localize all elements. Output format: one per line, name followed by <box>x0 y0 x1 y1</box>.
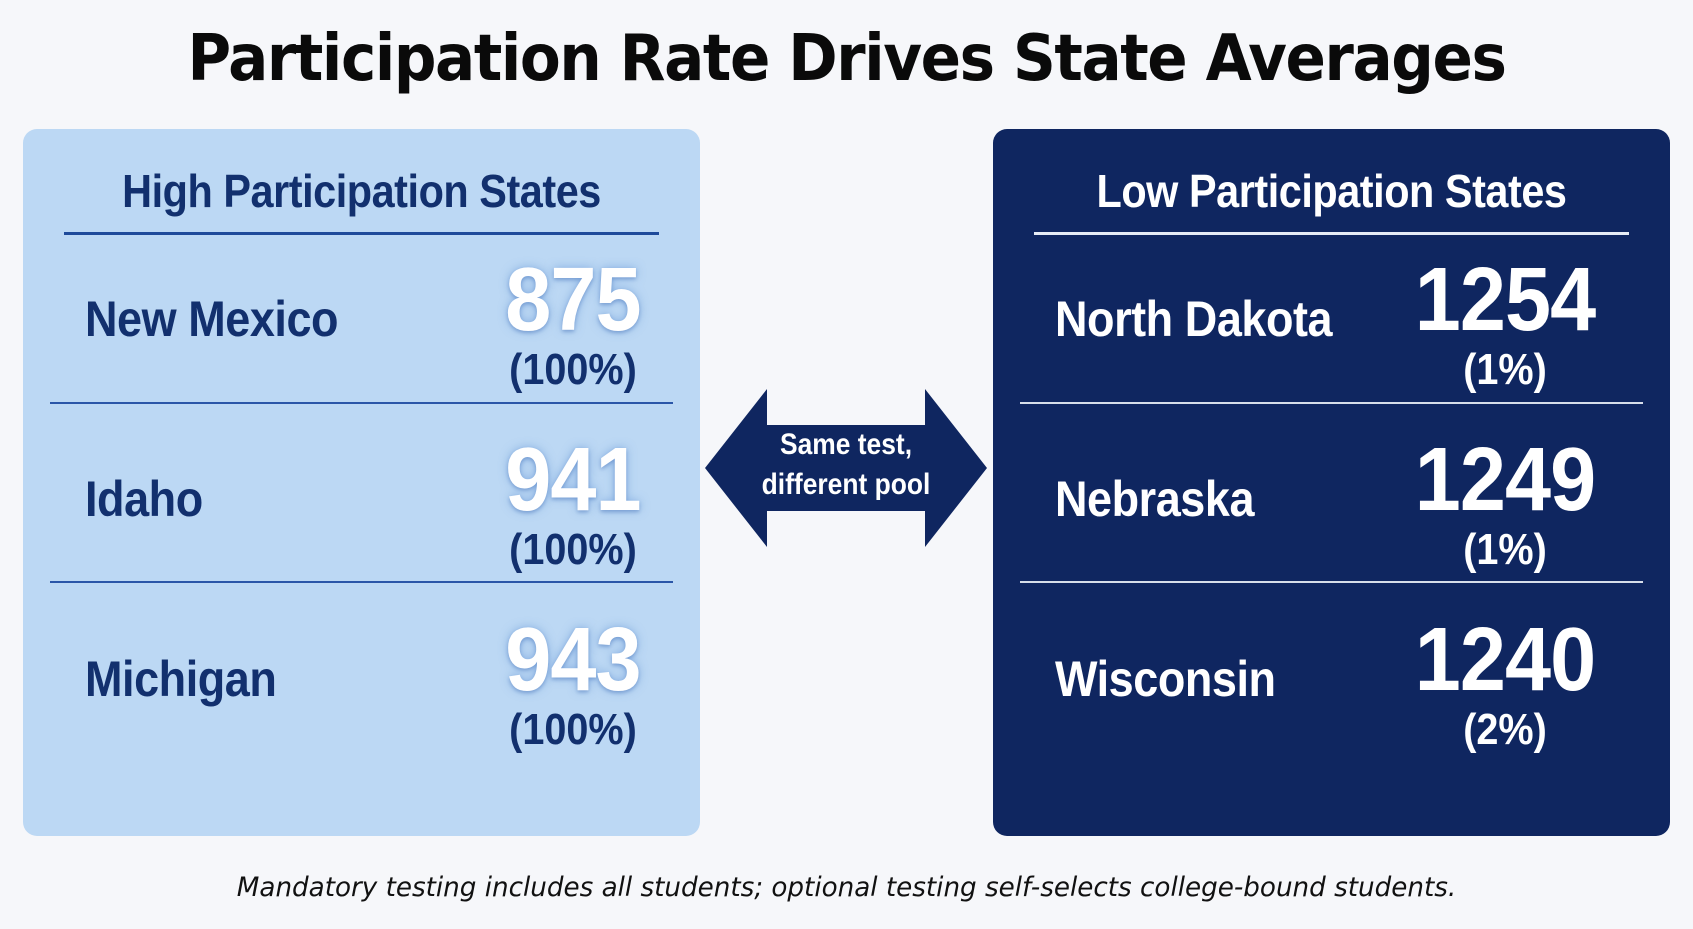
comparison-arrow: Same test, different pool <box>705 389 987 547</box>
score-block: 941 (100%) <box>443 432 703 574</box>
score-block: 943 (100%) <box>443 612 703 754</box>
high-row-idaho: Idaho 941 (100%) <box>23 404 700 594</box>
low-row-wisconsin: Wisconsin 1240 (2%) <box>993 584 1670 774</box>
low-panel-heading-divider <box>1034 232 1629 235</box>
state-name: North Dakota <box>1055 291 1333 347</box>
row-divider <box>50 581 673 583</box>
arrow-caption: Same test, different pool <box>722 425 970 505</box>
score-block: 1254 (1%) <box>1375 252 1635 394</box>
low-row-nebraska: Nebraska 1249 (1%) <box>993 404 1670 594</box>
row-divider <box>1020 402 1643 404</box>
state-average-score: 875 <box>505 250 641 350</box>
state-average-score: 1240 <box>1414 610 1596 710</box>
participation-rate: (100%) <box>509 345 637 394</box>
state-average-score: 941 <box>505 430 641 530</box>
low-row-north-dakota: North Dakota 1254 (1%) <box>993 224 1670 414</box>
high-panel-heading-divider <box>64 232 659 235</box>
state-name: Wisconsin <box>1055 651 1276 707</box>
state-name: Michigan <box>85 651 277 707</box>
participation-rate: (1%) <box>1463 525 1547 574</box>
participation-rate: (100%) <box>509 705 637 754</box>
score-block: 1249 (1%) <box>1375 432 1635 574</box>
state-name: New Mexico <box>85 291 339 347</box>
high-row-michigan: Michigan 943 (100%) <box>23 584 700 774</box>
row-divider <box>50 402 673 404</box>
row-divider <box>1020 581 1643 583</box>
state-average-score: 943 <box>505 610 641 710</box>
state-name: Nebraska <box>1055 471 1255 527</box>
high-panel-heading: High Participation States <box>122 165 601 217</box>
low-participation-panel: Low Participation States North Dakota 12… <box>993 129 1670 836</box>
participation-rate: (100%) <box>509 525 637 574</box>
high-row-new-mexico: New Mexico 875 (100%) <box>23 224 700 414</box>
double-headed-arrow-icon <box>705 389 987 547</box>
arrow-caption-line-1: Same test, <box>779 428 913 461</box>
score-block: 875 (100%) <box>443 252 703 394</box>
participation-rate: (2%) <box>1463 705 1547 754</box>
state-average-score: 1254 <box>1414 250 1596 350</box>
participation-rate: (1%) <box>1463 345 1547 394</box>
state-name: Idaho <box>85 471 203 527</box>
page-title: Participation Rate Drives State Averages <box>187 22 1507 96</box>
double-headed-arrow-shape <box>705 389 987 547</box>
high-participation-panel: High Participation States New Mexico 875… <box>23 129 700 836</box>
footnote: Mandatory testing includes all students;… <box>236 872 1457 903</box>
low-panel-heading: Low Participation States <box>1096 165 1567 217</box>
arrow-caption-line-2: different pool <box>761 468 931 501</box>
score-block: 1240 (2%) <box>1375 612 1635 754</box>
state-average-score: 1249 <box>1414 430 1596 530</box>
